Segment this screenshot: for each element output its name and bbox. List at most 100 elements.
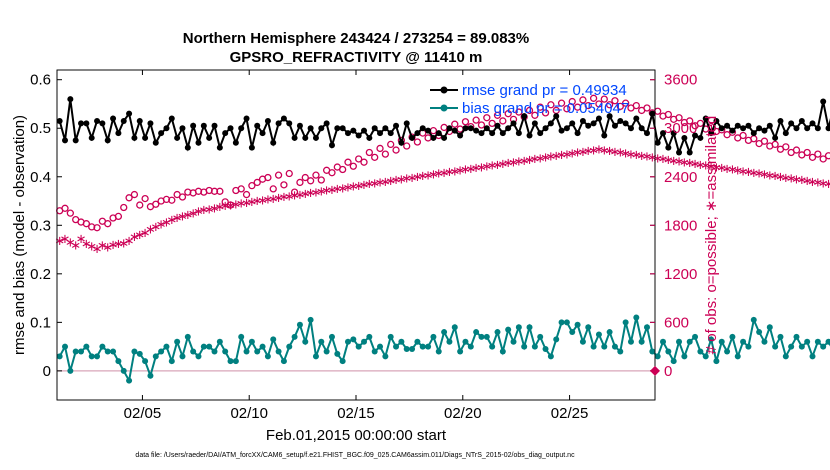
bias-point: [515, 324, 522, 331]
possible-obs-marker: [317, 176, 325, 184]
legend-rmse-marker: [440, 86, 448, 94]
bias-point: [334, 350, 341, 357]
bias-point: [371, 348, 378, 355]
bias-point: [553, 336, 560, 343]
assimilated-obs-marker: ∗: [540, 151, 551, 166]
rmse-point: [820, 98, 827, 105]
rmse-point: [708, 130, 715, 137]
possible-obs-marker: [611, 97, 619, 105]
rmse-point: [590, 120, 597, 127]
bias-point: [56, 353, 63, 360]
rmse-point: [409, 134, 416, 141]
possible-obs-marker: [93, 224, 101, 232]
possible-obs-marker: [472, 116, 480, 124]
assimilated-obs-marker: ∗: [604, 144, 615, 159]
assimilated-obs-marker: ∗: [818, 176, 829, 191]
rmse-point: [649, 110, 656, 117]
possible-obs-marker: [600, 95, 608, 103]
rmse-point: [702, 115, 709, 122]
bias-point: [307, 316, 314, 323]
bias-point: [483, 333, 490, 340]
bias-point: [398, 338, 405, 345]
bias-point: [649, 348, 656, 355]
assimilated-obs-marker: ∗: [102, 240, 113, 255]
assimilated-obs-marker: ∗: [626, 147, 637, 162]
rmse-point: [617, 117, 624, 124]
assimilated-obs-marker: ∗: [449, 164, 460, 179]
rmse-point: [724, 122, 731, 129]
rmse-point: [425, 127, 432, 134]
bias-point: [804, 338, 811, 345]
rmse-point: [579, 117, 586, 124]
assimilated-obs-marker: ∗: [647, 151, 658, 166]
rmse-point: [750, 130, 757, 137]
assimilated-obs-marker: ∗: [561, 147, 572, 162]
bias-point: [302, 338, 309, 345]
assimilated-obs-marker: ∗: [700, 159, 711, 174]
bias-point: [259, 343, 266, 350]
rmse-point: [745, 122, 752, 129]
bias-point: [643, 324, 650, 331]
possible-obs-marker: [226, 201, 235, 209]
bias-point: [692, 333, 699, 340]
bias-point: [115, 358, 122, 365]
possible-obs-marker: [253, 178, 261, 187]
rmse-point: [734, 122, 741, 129]
bias-point: [606, 329, 613, 336]
y-tick-label-right: 1200: [664, 266, 697, 283]
assimilated-obs-marker: ∗: [476, 160, 487, 175]
rmse-point: [825, 125, 830, 132]
bias-point: [478, 333, 485, 340]
assimilated-obs-marker: ∗: [471, 161, 482, 176]
possible-obs-marker: [82, 220, 91, 228]
rmse-point: [499, 130, 506, 137]
assimilated-obs-marker: ∗: [508, 155, 519, 170]
bias-point: [590, 343, 597, 350]
assimilated-obs-marker: ∗: [738, 164, 749, 179]
bias-point: [78, 348, 85, 355]
assimilated-obs-marker: ∗: [161, 215, 172, 230]
possible-obs-marker: [178, 193, 187, 201]
bias-point: [611, 343, 618, 350]
bias-point: [676, 338, 683, 345]
rmse-point: [804, 125, 811, 132]
rmse-point: [104, 137, 111, 144]
bias-point: [72, 348, 79, 355]
possible-obs-marker: [290, 188, 299, 196]
assimilated-obs-marker: ∗: [743, 165, 754, 180]
rmse-point: [120, 117, 127, 124]
possible-obs-marker: [488, 119, 496, 128]
rmse-point: [563, 125, 570, 132]
possible-obs-marker: [264, 173, 272, 182]
rmse-point: [222, 130, 229, 137]
bias-point: [136, 350, 143, 357]
rmse-point: [328, 142, 335, 149]
possible-obs-marker: [483, 114, 491, 122]
bias-point: [328, 333, 335, 340]
possible-obs-marker: [210, 187, 219, 195]
possible-obs-marker: [381, 150, 390, 158]
possible-obs-marker: [547, 101, 555, 109]
assimilated-obs-marker: ∗: [225, 198, 236, 213]
legend-rmse-label: rmse grand pr = 0.49934: [462, 82, 627, 99]
bias-point: [665, 348, 672, 355]
bias-point: [280, 358, 287, 365]
possible-obs-marker: [824, 152, 830, 160]
assimilated-obs-marker: ∗: [220, 199, 231, 214]
legend: rmse grand pr = 0.49934 bias grand pr = …: [430, 82, 629, 117]
rmse-point: [270, 139, 277, 146]
bias-point: [457, 348, 464, 355]
bias-point: [713, 358, 720, 365]
assimilated-obs-marker: ∗: [722, 162, 733, 177]
bias-point: [686, 338, 693, 345]
bias-point: [83, 343, 90, 350]
possible-obs-marker: [306, 177, 315, 185]
assimilated-obs-marker: ∗: [380, 175, 391, 190]
bias-point: [270, 336, 277, 343]
assimilated-obs-marker: ∗: [828, 178, 830, 193]
possible-obs-marker: [141, 194, 149, 203]
bias-series: [56, 314, 830, 384]
rmse-point: [291, 134, 298, 141]
rmse-point: [344, 130, 351, 137]
rmse-point: [809, 120, 816, 127]
